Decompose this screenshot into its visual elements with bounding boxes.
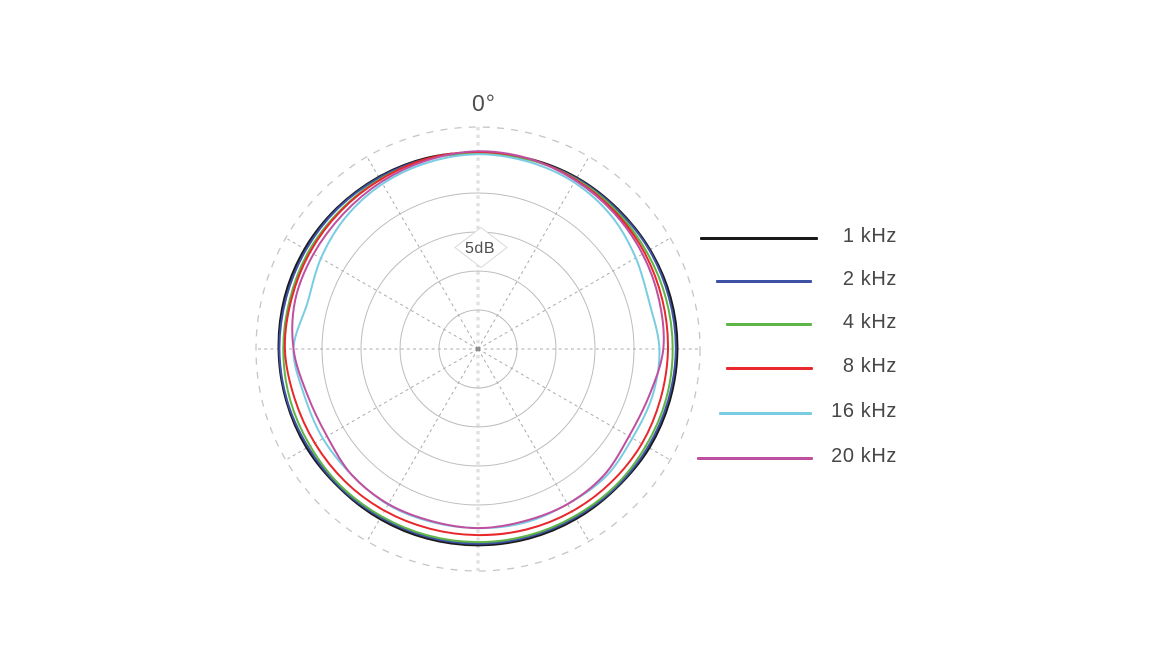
legend-line-swatch <box>697 456 813 460</box>
legend-line-swatch <box>726 366 813 370</box>
polar-grid <box>255 126 701 572</box>
outer-dashed-ring <box>255 126 701 572</box>
db-scale-badge <box>454 226 508 269</box>
curve-2-khz <box>278 152 677 545</box>
db-scale-label: 5dB <box>465 240 495 257</box>
curve-20-khz <box>291 150 665 530</box>
curve-4-khz <box>282 151 674 544</box>
series-curves <box>277 150 679 547</box>
grid-ring <box>399 270 557 428</box>
legend-line-swatch <box>726 322 812 326</box>
legend-line-swatch <box>719 411 812 415</box>
legend-label: 16 kHz <box>831 400 897 422</box>
grid-spoke <box>285 237 479 350</box>
legend-label: 20 kHz <box>831 445 897 467</box>
grid-spoke <box>477 348 590 542</box>
legend-label: 1 kHz <box>842 225 897 247</box>
center-dot <box>475 346 481 352</box>
legend-label: 8 kHz <box>842 355 897 377</box>
legend-label: 2 kHz <box>842 268 897 290</box>
curve-8-khz <box>283 151 670 537</box>
grid-spoke <box>477 237 671 350</box>
legend-line-swatch <box>700 236 818 240</box>
zero-degree-label: 0° <box>472 90 496 116</box>
grid-spoke <box>366 348 479 542</box>
legend-label: 4 kHz <box>842 311 897 333</box>
legend-line-swatch <box>716 279 812 283</box>
